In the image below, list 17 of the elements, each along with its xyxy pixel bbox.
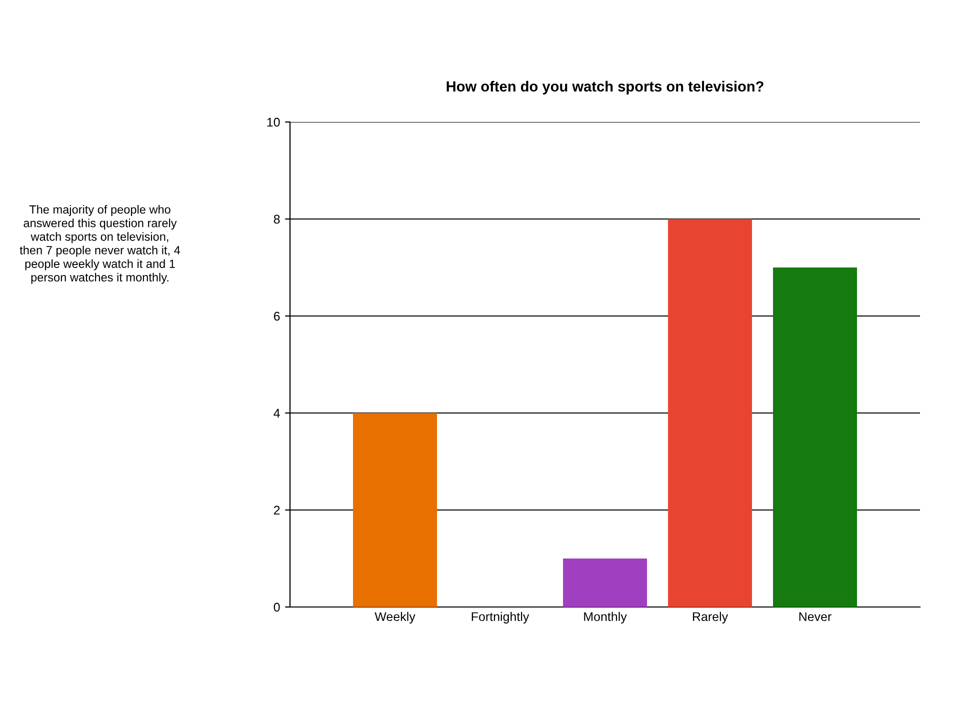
y-tick-label: 10 — [267, 118, 280, 127]
text: The majority of people who answered this question rarely watch sports on television, then 7 people never watch it, 4 people weekly watch it and 1 person watches it monthly. — [20, 205, 180, 284]
x-tick-label: Fortnightly — [472, 612, 530, 624]
x-tick-label: Monthly — [584, 612, 627, 624]
bar — [773, 268, 857, 607]
x-tick-label: Weekly — [374, 612, 416, 624]
bar — [353, 413, 437, 607]
y-tick-label: 8 — [274, 214, 280, 224]
chart-title: How often do you watch sports on television? — [446, 80, 764, 94]
bar — [563, 558, 647, 607]
x-tick-label: Rarely — [692, 612, 728, 624]
y-tick-label: 0 — [274, 602, 280, 612]
bar — [668, 219, 752, 607]
x-tick-label: Never — [799, 612, 832, 622]
y-tick-label: 6 — [274, 312, 280, 321]
y-tick-label: 4 — [274, 408, 280, 418]
y-tick-label: 2 — [274, 506, 280, 515]
